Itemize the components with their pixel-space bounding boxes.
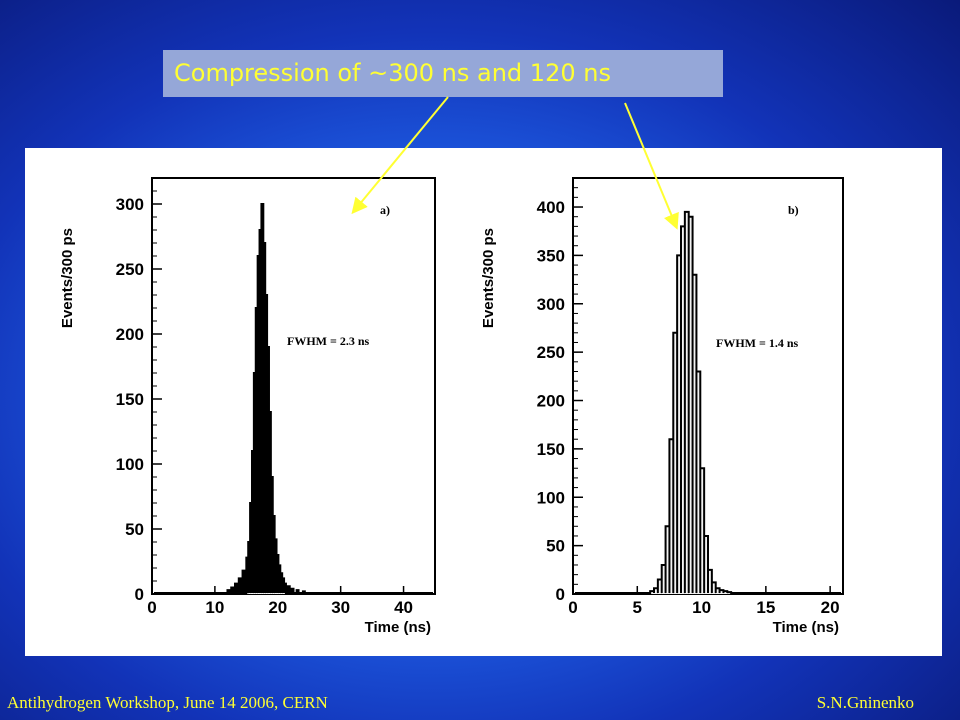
- y-tick-label: 300: [116, 195, 144, 214]
- histogram-bin: [673, 332, 678, 594]
- histogram-bin: [696, 371, 701, 594]
- x-tick-label: 30: [331, 598, 350, 617]
- plot-frame: [151, 177, 436, 595]
- x-axis-label: Time (ns): [773, 619, 839, 636]
- fwhm-annotation: FWHM = 2.3 ns: [287, 334, 370, 348]
- x-tick-label: 10: [692, 598, 711, 617]
- chart-panel-b: 0 50 100 150 200 250 300 350 400 0 5 10 15 20 Time (ns…: [480, 177, 844, 636]
- y-tick-label: 250: [537, 343, 565, 362]
- histogram-bin: [654, 588, 658, 594]
- histogram-bin: [723, 591, 728, 594]
- histogram-bin: [711, 582, 716, 594]
- histogram-outline: [154, 203, 433, 594]
- y-tick-label: 0: [556, 585, 565, 604]
- y-tick-label: 100: [537, 488, 565, 507]
- chart-panel-a: 0 50 100 150 200 250 300 0 10 20 30 40 Time (ns) Even…: [59, 177, 436, 636]
- histogram-bin: [677, 255, 681, 594]
- panel-label: a): [380, 203, 390, 217]
- y-tick-label: 50: [546, 537, 565, 556]
- histogram-bin: [657, 579, 662, 594]
- x-tick-label: 15: [756, 598, 775, 617]
- x-tick-label: 5: [633, 598, 642, 617]
- y-tick-label: 350: [537, 246, 565, 265]
- y-tick-label: 200: [116, 325, 144, 344]
- y-axis-label: Events/300 ps: [480, 228, 497, 328]
- histogram-bin: [719, 590, 724, 594]
- panel-label: b): [788, 203, 799, 217]
- y-tick-label: 0: [135, 585, 144, 604]
- y-tick-label: 50: [125, 520, 144, 539]
- histogram-bin: [681, 226, 685, 594]
- histogram-bin: [650, 591, 654, 594]
- histogram-bin: [661, 564, 666, 594]
- y-tick-label: 300: [537, 295, 565, 314]
- histogram-bin: [700, 468, 705, 594]
- y-tick-label: 400: [537, 198, 565, 217]
- x-tick-label: 20: [821, 598, 840, 617]
- figure-panel: 0 50 100 150 200 250 300 0 10 20 30 40 Time (ns) Even…: [25, 148, 942, 656]
- x-tick-label: 10: [205, 598, 224, 617]
- histogram-bin: [669, 439, 674, 594]
- histogram-bin: [704, 535, 708, 594]
- histogram-bin: [708, 569, 712, 594]
- x-tick-label: 0: [147, 598, 156, 617]
- plot-frame: [572, 177, 844, 595]
- x-tick-label: 20: [268, 598, 287, 617]
- histogram-bin: [684, 211, 689, 594]
- slide-title: Compression of ~300 ns and 120 ns: [163, 50, 723, 97]
- histogram-bin: [665, 526, 670, 594]
- footer-author: S.N.Gninenko: [816, 693, 914, 712]
- y-tick-label: 150: [116, 390, 144, 409]
- y-tick-label: 100: [116, 455, 144, 474]
- histogram-outline: [575, 210, 841, 594]
- y-tick-label: 250: [116, 260, 144, 279]
- y-tick-label: 150: [537, 440, 565, 459]
- y-axis-label: Events/300 ps: [59, 228, 76, 328]
- histogram-bin: [715, 588, 720, 594]
- fwhm-annotation: FWHM = 1.4 ns: [716, 336, 799, 350]
- y-tick-label: 200: [537, 392, 565, 411]
- histogram-bin: [688, 216, 693, 594]
- histogram-bin: [692, 274, 697, 594]
- footer-workshop: Antihydrogen Workshop, June 14 2006, CER…: [7, 693, 328, 712]
- x-tick-label: 40: [394, 598, 413, 617]
- x-axis-label: Time (ns): [365, 619, 431, 636]
- x-tick-label: 0: [568, 598, 577, 617]
